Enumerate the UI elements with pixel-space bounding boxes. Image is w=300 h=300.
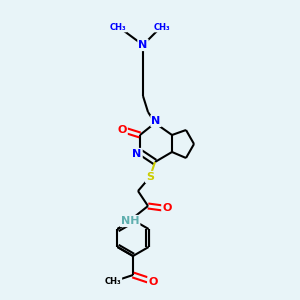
Text: CH₃: CH₃: [154, 22, 170, 32]
Text: N: N: [132, 149, 142, 159]
Text: O: O: [117, 125, 127, 135]
Text: O: O: [162, 203, 172, 213]
Text: NH: NH: [121, 216, 139, 226]
Text: O: O: [148, 277, 158, 287]
Text: N: N: [152, 116, 160, 126]
Text: CH₃: CH₃: [105, 278, 121, 286]
Text: N: N: [138, 40, 148, 50]
Text: S: S: [146, 172, 154, 182]
Text: CH₃: CH₃: [110, 22, 126, 32]
